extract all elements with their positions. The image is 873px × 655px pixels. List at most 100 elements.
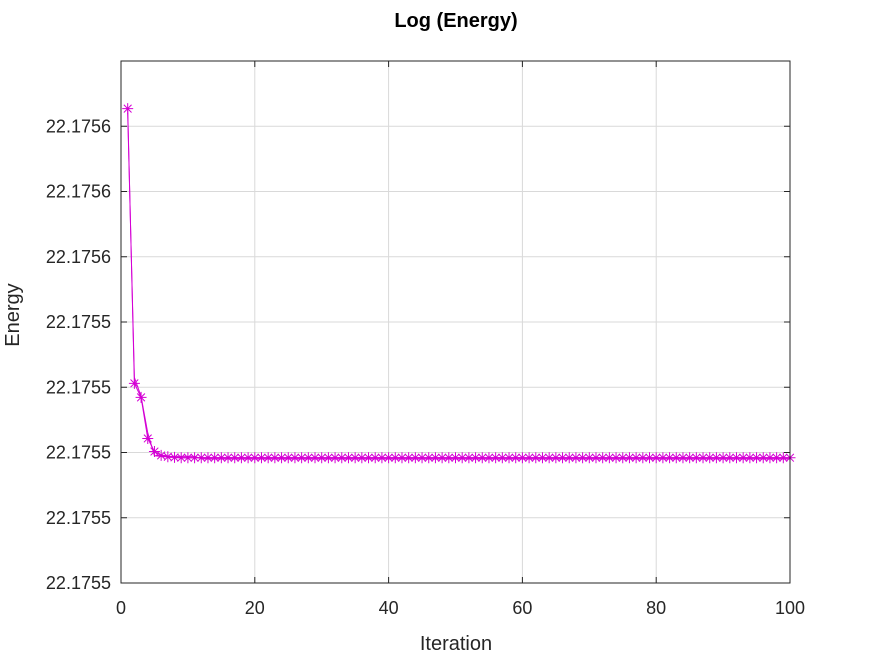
series-1-point	[316, 452, 328, 464]
series-1-point	[644, 452, 656, 464]
series-1-point	[195, 452, 207, 464]
series-1-point	[637, 452, 649, 464]
y-axis-label: Energy	[2, 283, 24, 346]
series-1-point	[603, 452, 615, 464]
series-1-point	[155, 449, 167, 461]
series-1-point	[436, 452, 448, 464]
x-tick-label: 40	[379, 598, 399, 618]
series-1-point	[496, 452, 508, 464]
x-tick-label: 80	[646, 598, 666, 618]
series-1-point	[322, 452, 334, 464]
series-1-point	[222, 452, 234, 464]
series-1-point	[577, 452, 589, 464]
series-1-point	[423, 452, 435, 464]
series-1-point	[623, 452, 635, 464]
x-tick-label: 60	[512, 598, 532, 618]
series-1-point	[657, 452, 669, 464]
series-1-point	[182, 452, 194, 464]
series-1-point	[463, 452, 475, 464]
y-tick-label: 22.1755	[46, 443, 111, 463]
series-1-point	[737, 452, 749, 464]
series-1-point	[255, 452, 267, 464]
series-1-point	[744, 452, 756, 464]
series-1-point	[690, 452, 702, 464]
series-1-point	[202, 452, 214, 464]
series-1-point	[697, 452, 709, 464]
series-1-point	[169, 451, 181, 463]
series-1-point	[730, 452, 742, 464]
y-tick-label: 22.1756	[46, 116, 111, 136]
y-tick-label: 22.1755	[46, 573, 111, 593]
series-1-point	[409, 452, 421, 464]
x-tick-label: 100	[775, 598, 805, 618]
series-1-point	[450, 452, 461, 464]
series-1-point	[369, 452, 381, 464]
y-tick-label: 22.1755	[46, 377, 111, 397]
series-1-point	[771, 452, 783, 464]
series-1-point	[262, 452, 274, 464]
series-1-point	[557, 452, 569, 464]
series-1-point	[650, 452, 662, 464]
x-tick-label: 20	[245, 598, 265, 618]
series-1-point	[269, 452, 281, 464]
series-1-point	[563, 452, 575, 464]
series-1-point	[282, 452, 294, 464]
series-1-point	[403, 452, 415, 464]
series-1-point	[148, 446, 160, 458]
y-tick-label: 22.1756	[46, 247, 111, 267]
series-1-point	[416, 452, 428, 464]
series-1-point	[536, 452, 548, 464]
series-1-point	[376, 452, 388, 464]
series-1-point	[476, 452, 488, 464]
axis-ticks: 0 20 40 60 80 100 22.1755 22.1755 22.1755 22.1755…	[46, 61, 805, 618]
y-tick-label: 22.1755	[46, 508, 111, 528]
series-1-point	[704, 452, 716, 464]
series-1-point	[597, 452, 609, 464]
series-1-point	[235, 452, 247, 464]
series-1-point	[189, 452, 201, 464]
series-layer	[122, 103, 796, 464]
series-1-point	[276, 452, 288, 464]
series-1-point	[229, 452, 241, 464]
series-1-point	[583, 452, 595, 464]
series-1-point	[329, 452, 341, 464]
series-1-point	[590, 452, 602, 464]
series-1-point	[757, 452, 769, 464]
series-1-point	[717, 452, 729, 464]
series-1-point	[175, 452, 187, 464]
series-1-point	[510, 452, 522, 464]
series-1-point	[443, 452, 455, 464]
y-tick-label: 22.1756	[46, 182, 111, 202]
series-1-point	[336, 452, 348, 464]
series-1-point	[503, 452, 515, 464]
series-1-point	[342, 452, 354, 464]
chart-title: Log (Energy)	[394, 10, 517, 32]
series-1-point	[470, 452, 482, 464]
series-1-point	[550, 452, 562, 464]
series-2-line	[127, 113, 790, 460]
series-1-point	[530, 452, 542, 464]
series-1-point	[356, 452, 368, 464]
series-1-point	[128, 377, 140, 389]
series-1-point	[249, 452, 261, 464]
series-1-point	[677, 452, 689, 464]
x-tick-label: 0	[116, 598, 126, 618]
series-1-point	[490, 452, 502, 464]
y-tick-label: 22.1755	[46, 312, 111, 332]
series-1-point	[777, 452, 789, 464]
series-1-point	[724, 452, 736, 464]
series-1-point	[456, 452, 468, 464]
series-1-point	[710, 452, 722, 464]
series-1-point	[523, 452, 535, 464]
series-1-point	[664, 452, 676, 464]
series-1-point	[289, 452, 301, 464]
series-1-point	[570, 452, 582, 464]
series-1-point	[630, 452, 642, 464]
series-1-point	[383, 452, 395, 464]
series-1-point	[389, 452, 401, 464]
series-1-point	[516, 452, 528, 464]
series-1-point	[142, 432, 154, 444]
series-1-point	[215, 452, 227, 464]
